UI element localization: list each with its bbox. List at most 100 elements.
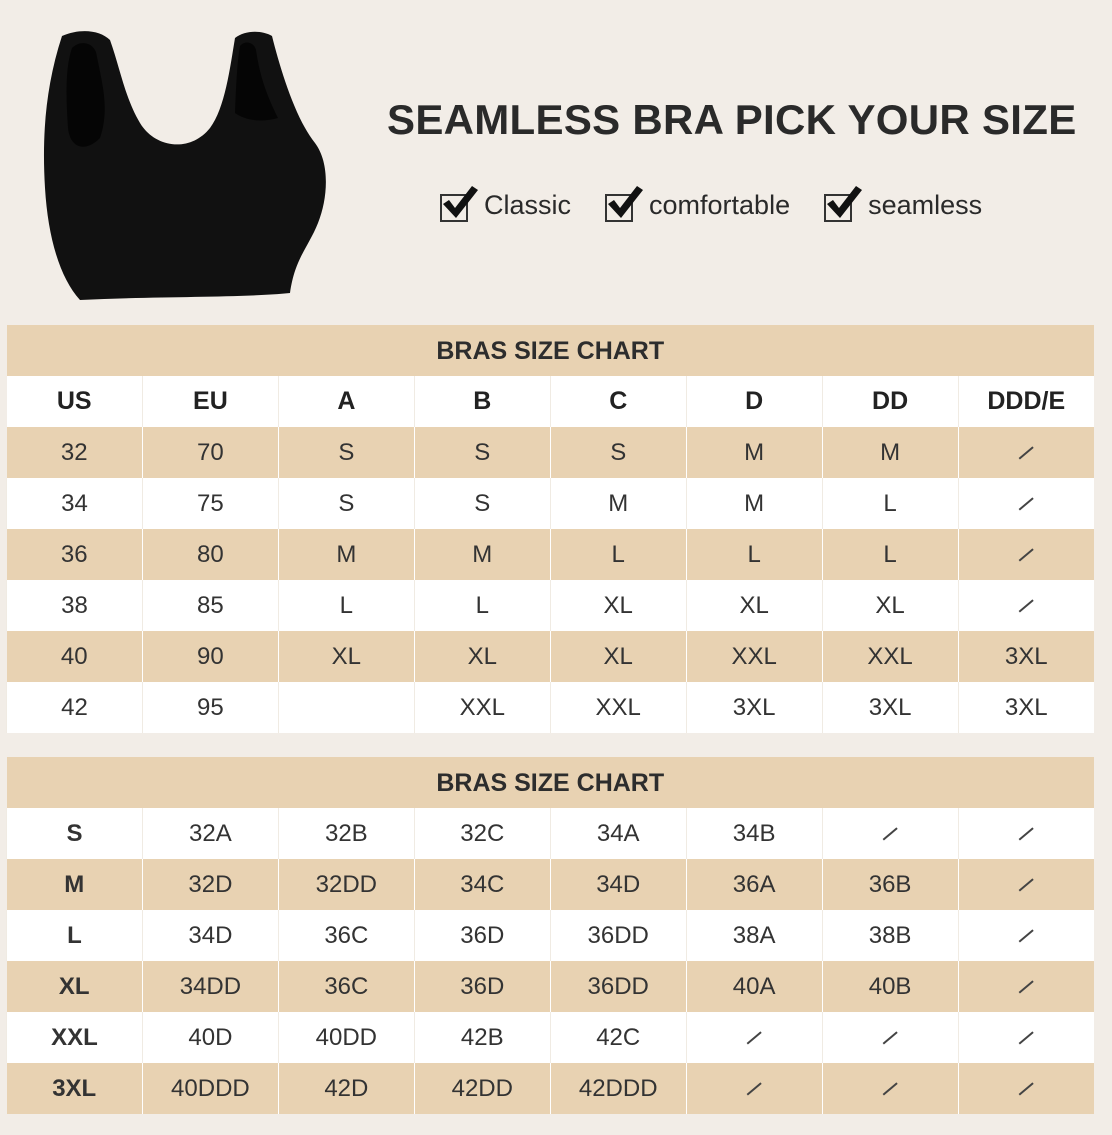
feature-label: Classic xyxy=(484,190,572,220)
table-cell: 32C xyxy=(413,808,551,859)
table-cell: 3XL xyxy=(957,682,1094,733)
table-cell xyxy=(277,682,415,733)
table-cell: M xyxy=(549,478,687,529)
feature-item: seamless xyxy=(824,185,983,222)
table-cell: L xyxy=(277,580,415,631)
table-cell: M xyxy=(821,427,959,478)
table-cell: 34 xyxy=(6,478,143,529)
table-cell: 90 xyxy=(141,631,279,682)
table-cell: S xyxy=(6,808,143,859)
table-cell: 34C xyxy=(413,859,551,910)
table-row: XXL 40D 40DD 42B 42C xyxy=(6,1012,1094,1063)
table-cell: 42DD xyxy=(413,1063,551,1114)
table-cell: US xyxy=(6,376,143,427)
table-header-row: US EU A B C D DD DDD/E xyxy=(6,376,1094,427)
not-available-slash-icon xyxy=(1018,497,1034,511)
not-available-slash-icon xyxy=(1018,446,1034,460)
table-cell: 3XL xyxy=(685,682,823,733)
table-cell: 3XL xyxy=(821,682,959,733)
table-cell: 34D xyxy=(549,859,687,910)
table-cell: M xyxy=(277,529,415,580)
table-cell: L xyxy=(549,529,687,580)
table-cell: 40DD xyxy=(277,1012,415,1063)
table-cell xyxy=(685,1063,823,1114)
not-available-slash-icon xyxy=(882,1031,898,1045)
table-cell: 85 xyxy=(141,580,279,631)
not-available-slash-icon xyxy=(746,1031,762,1045)
table-cell: 32B xyxy=(277,808,415,859)
table-cell: 36A xyxy=(685,859,823,910)
not-available-slash-icon xyxy=(882,1082,898,1096)
table-caption: BRAS SIZE CHART xyxy=(6,325,1094,376)
not-available-slash-icon xyxy=(1018,827,1034,841)
table-cell: 40A xyxy=(685,961,823,1012)
table-row: 3XL 40DDD 42D 42DD 42DDD xyxy=(6,1063,1094,1114)
table-cell: M xyxy=(6,859,143,910)
not-available-slash-icon xyxy=(1018,878,1034,892)
table-cell: 34DD xyxy=(141,961,279,1012)
table-row: 34 75 S S M M L xyxy=(6,478,1094,529)
table-cell: M xyxy=(685,478,823,529)
table-cell xyxy=(821,808,959,859)
feature-item: comfortable xyxy=(605,185,791,222)
table-cell xyxy=(821,1063,959,1114)
table-cell: M xyxy=(685,427,823,478)
table-cell xyxy=(957,808,1094,859)
table-cell: L xyxy=(6,910,143,961)
table-cell xyxy=(957,910,1094,961)
table-cell: 36DD xyxy=(549,910,687,961)
feature-item: Classic xyxy=(440,185,572,222)
table-cell: S xyxy=(413,427,551,478)
table-cell: 40D xyxy=(141,1012,279,1063)
table-cell: 38A xyxy=(685,910,823,961)
table-cell xyxy=(957,1063,1094,1114)
not-available-slash-icon xyxy=(1018,1082,1034,1096)
table-cell: 32D xyxy=(141,859,279,910)
table-cell: DD xyxy=(821,376,959,427)
not-available-slash-icon xyxy=(882,827,898,841)
table-cell: 75 xyxy=(141,478,279,529)
table-cell xyxy=(957,427,1094,478)
table-row: 32 70 S S S M M xyxy=(6,427,1094,478)
table-row: L 34D 36C 36D 36DD 38A 38B xyxy=(6,910,1094,961)
feature-list: Classic comfortable seamless xyxy=(440,185,1016,222)
product-image-seamless-bra xyxy=(43,31,326,301)
table-cell: B xyxy=(413,376,551,427)
feature-label: seamless xyxy=(868,190,983,220)
table-row: 42 95 XXL XXL 3XL 3XL 3XL xyxy=(6,682,1094,733)
table-cell: 70 xyxy=(141,427,279,478)
not-available-slash-icon xyxy=(1018,548,1034,562)
table-cell: XL xyxy=(685,580,823,631)
table-cell: 38 xyxy=(6,580,143,631)
table-cell: XL xyxy=(549,580,687,631)
table-cell: L xyxy=(685,529,823,580)
table-cell: 34A xyxy=(549,808,687,859)
table-cell: XXL xyxy=(6,1012,143,1063)
table-row: M 32D 32DD 34C 34D 36A 36B xyxy=(6,859,1094,910)
table-cell: L xyxy=(413,580,551,631)
table-cell: 42D xyxy=(277,1063,415,1114)
table-cell: 42 xyxy=(6,682,143,733)
table-row: S 32A 32B 32C 34A 34B xyxy=(6,808,1094,859)
table-cell: 36B xyxy=(821,859,959,910)
table-cell: 38B xyxy=(821,910,959,961)
table-cell: 80 xyxy=(141,529,279,580)
table-cell: XL xyxy=(6,961,143,1012)
table-cell xyxy=(957,478,1094,529)
table-cell: A xyxy=(277,376,415,427)
feature-label: comfortable xyxy=(649,190,791,220)
table-row: XL 34DD 36C 36D 36DD 40A 40B xyxy=(6,961,1094,1012)
table-cell xyxy=(957,529,1094,580)
table-cell: 34D xyxy=(141,910,279,961)
checkbox-checked-icon xyxy=(440,185,478,222)
table-cell: XXL xyxy=(685,631,823,682)
page-title: SEAMLESS BRA PICK YOUR SIZE xyxy=(387,96,1077,143)
table-cell: XL xyxy=(413,631,551,682)
not-available-slash-icon xyxy=(746,1082,762,1096)
not-available-slash-icon xyxy=(1018,980,1034,994)
table-cell: 3XL xyxy=(957,631,1094,682)
checkbox-checked-icon xyxy=(605,185,644,222)
not-available-slash-icon xyxy=(1018,929,1034,943)
table-cell: 36C xyxy=(277,961,415,1012)
table-row: 40 90 XL XL XL XXL XXL 3XL xyxy=(6,631,1094,682)
